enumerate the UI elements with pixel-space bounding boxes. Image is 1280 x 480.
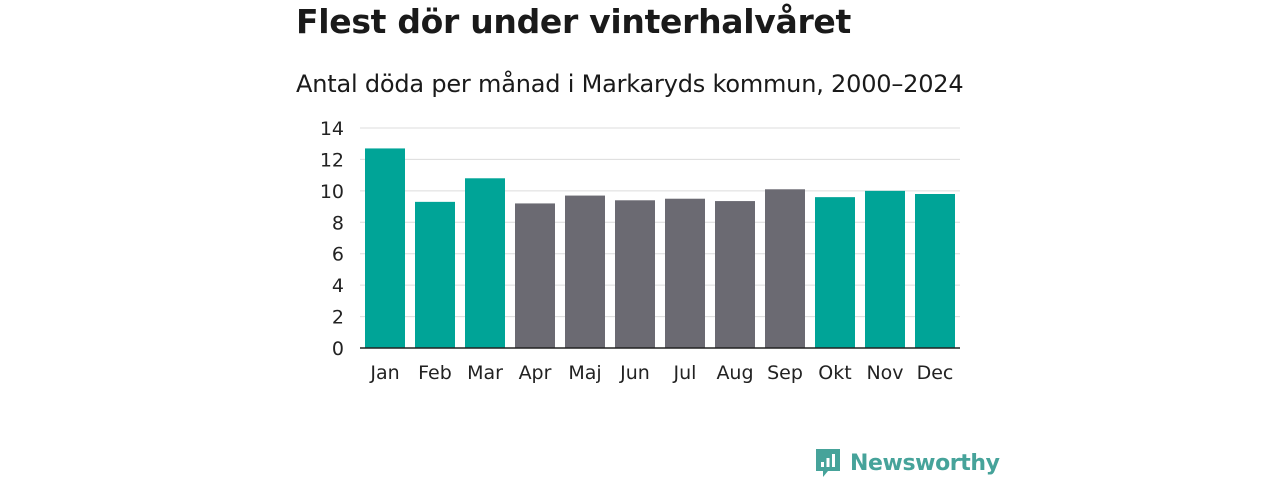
x-tick-label: Mar [467,362,503,384]
bar-jul [665,198,705,348]
bar-dec [915,194,955,348]
bar-nov [865,190,905,348]
newsworthy-logo-text: Newsworthy [850,450,1000,476]
x-tick-label: Jun [619,362,650,384]
y-axis: 0 2 4 6 8 10 12 14 [320,118,344,360]
bar-aug [715,201,755,348]
bar-mar [465,178,505,348]
y-tick-label: 6 [332,244,344,266]
bar-jan [365,148,405,348]
x-tick-label: Aug [716,362,753,384]
bar-feb [415,201,455,348]
y-tick-label: 12 [320,149,344,171]
bar-okt [815,197,855,348]
chart-title: Flest dör under vinterhalvåret [296,2,851,41]
bar-apr [515,203,555,348]
newsworthy-logo-icon [816,449,840,477]
chart-subtitle: Antal döda per månad i Markaryds kommun,… [296,70,964,98]
bars [365,148,955,348]
x-tick-label: Maj [568,362,601,384]
x-tick-label: Feb [418,362,452,384]
y-tick-label: 8 [332,212,344,234]
bar-jun [615,200,655,348]
bar-sep [765,189,805,348]
x-tick-label: Jul [673,362,697,384]
gridlines [360,127,960,318]
y-tick-label: 2 [332,307,344,329]
x-tick-label: Dec [917,362,954,384]
x-axis: Jan Feb Mar Apr Maj Jun Jul Aug Sep Okt Nov Dec [360,347,960,384]
x-tick-label: Jan [369,362,399,384]
x-tick-label: Sep [767,362,803,384]
y-tick-label: 14 [320,118,344,140]
x-tick-label: Okt [818,362,851,384]
x-tick-label: Nov [866,362,903,384]
y-tick-label: 4 [332,275,344,297]
y-tick-label: 10 [320,181,344,203]
y-tick-label: 0 [332,338,344,360]
newsworthy-logo: Newsworthy [814,446,1000,480]
x-tick-label: Apr [519,362,552,384]
bar-maj [565,195,605,348]
